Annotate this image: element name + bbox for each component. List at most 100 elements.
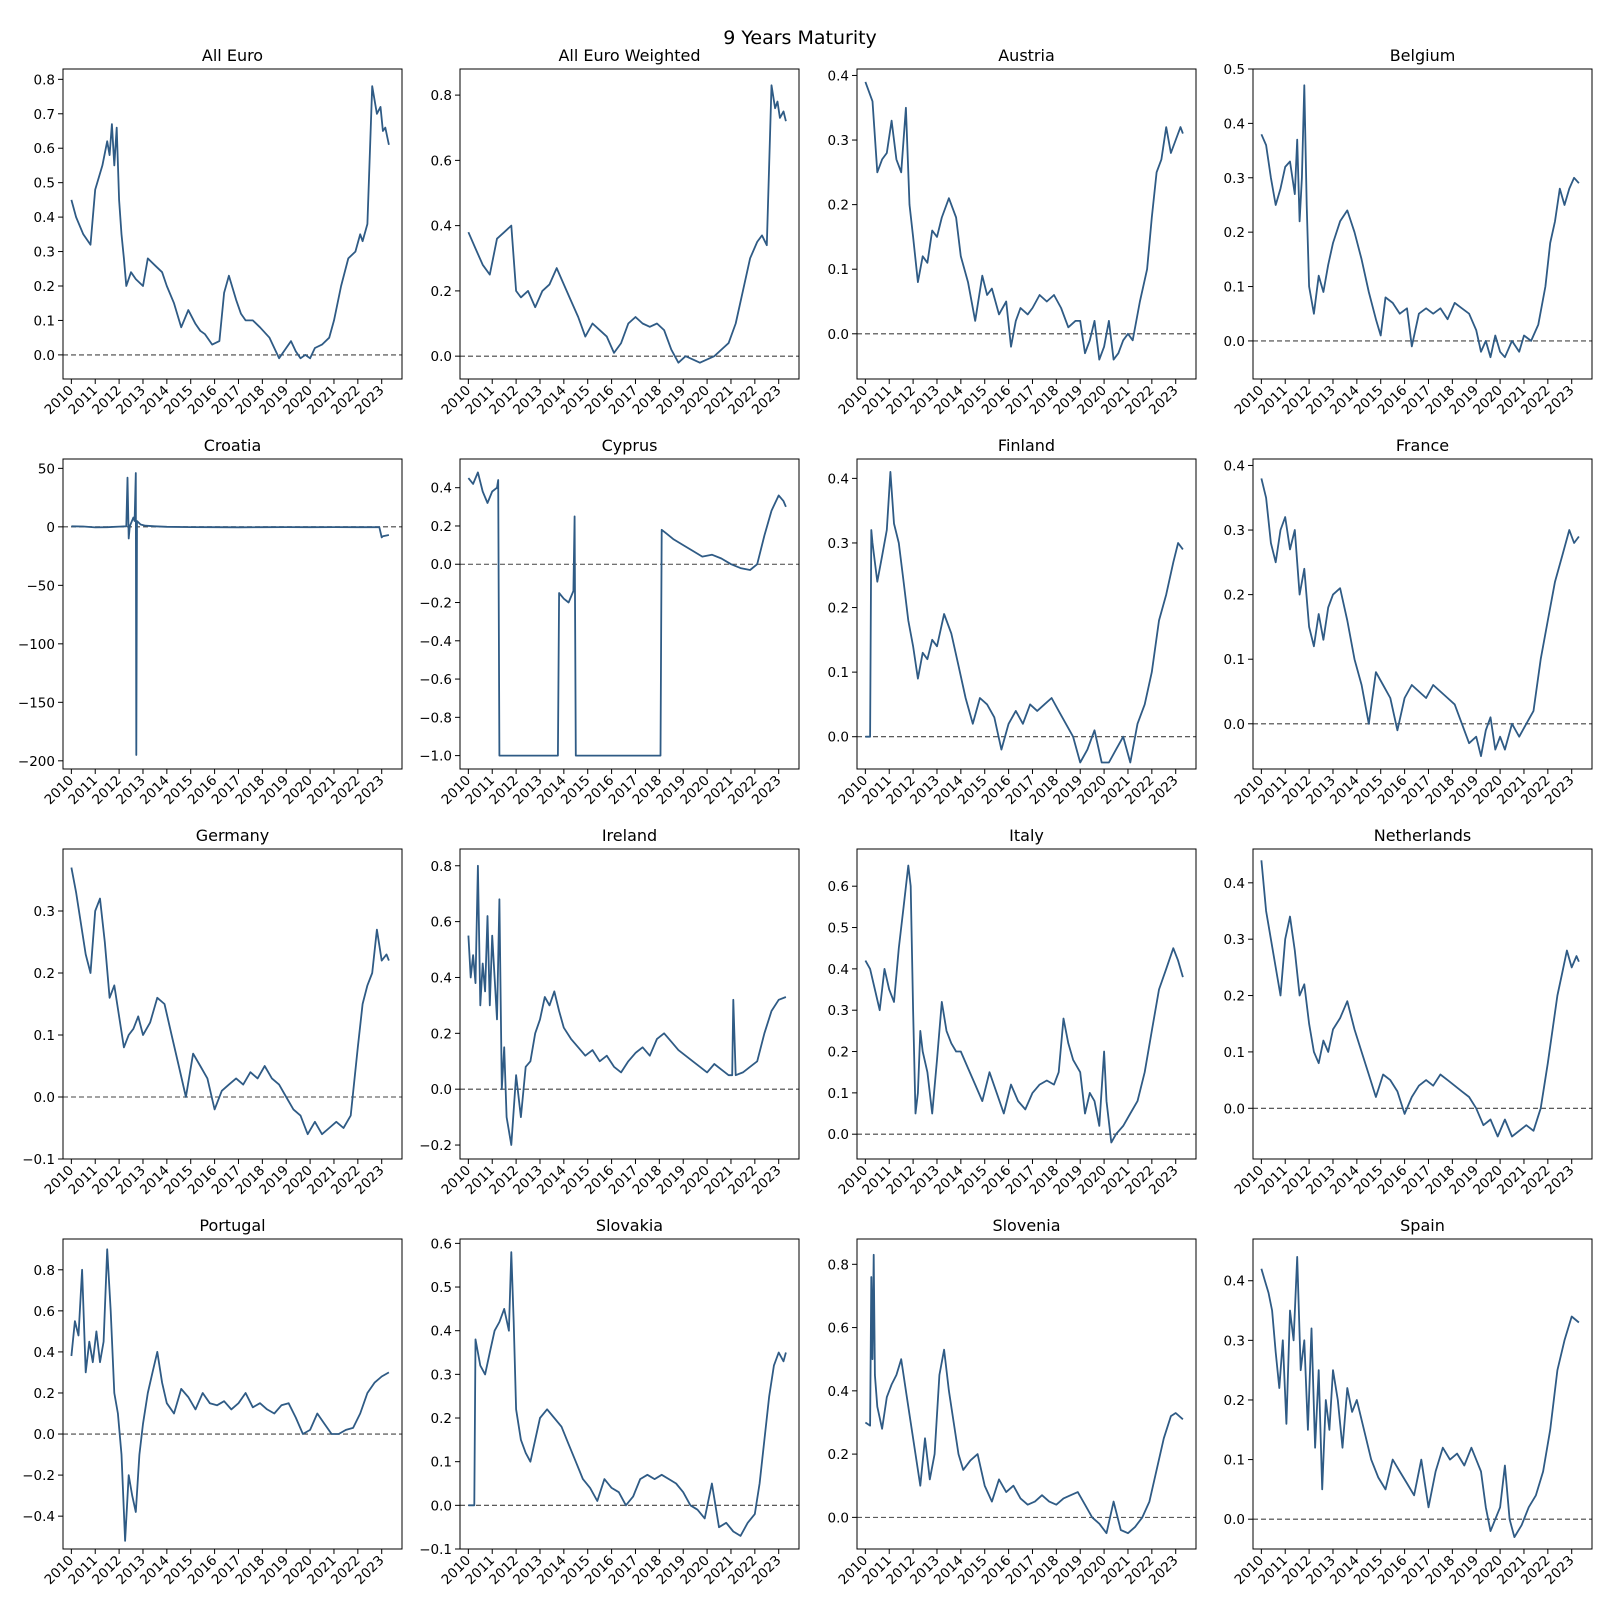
chart-title: Slovenia: [992, 1216, 1060, 1235]
y-tick-label: 0.2: [34, 1386, 55, 1402]
y-tick-label: 0.4: [431, 481, 452, 497]
chart-title: Austria: [998, 46, 1055, 65]
y-tick-label: 0.6: [431, 153, 452, 169]
plot-frame: [1252, 1238, 1593, 1550]
y-tick-label: 0.1: [34, 1028, 55, 1044]
plot-frame: [62, 1238, 403, 1550]
series-line: [1260, 860, 1580, 1138]
chart-austria: Austria0.00.10.20.30.4201020112012201320…: [828, 46, 1197, 418]
y-tick-label: 0.2: [34, 279, 55, 295]
y-tick-label: 0.0: [828, 1127, 849, 1143]
series-line: [71, 472, 390, 756]
chart-title: Cyprus: [602, 436, 658, 455]
chart-title: France: [1396, 436, 1449, 455]
y-tick-label: 0.1: [828, 665, 849, 681]
chart-germany: Germany−0.10.00.10.20.320102011201220132…: [22, 826, 403, 1198]
y-tick-label: 0.2: [431, 1411, 452, 1427]
y-tick-label: 0.0: [34, 1427, 55, 1443]
y-tick-label: 0.6: [431, 1236, 452, 1252]
y-tick-label: 0.5: [828, 921, 849, 937]
y-tick-label: −0.6: [419, 672, 452, 688]
chart-title: Spain: [1400, 1216, 1445, 1235]
series-line: [467, 864, 787, 1146]
y-tick-label: 0.0: [828, 327, 849, 343]
y-tick-label: 0.2: [1224, 989, 1245, 1005]
y-tick-label: 0.4: [1224, 458, 1245, 474]
y-tick-label: 0.3: [1224, 932, 1245, 948]
y-tick-label: −150: [18, 695, 55, 711]
y-tick-label: −0.2: [419, 596, 452, 612]
y-tick-label: 0.5: [431, 1280, 452, 1296]
y-tick-label: 0.3: [431, 1367, 452, 1383]
y-tick-label: 0.3: [828, 1003, 849, 1019]
y-tick-label: −0.1: [22, 1152, 55, 1168]
y-tick-label: −100: [18, 637, 55, 653]
y-tick-label: −0.2: [419, 1138, 452, 1154]
y-tick-label: 0.6: [34, 141, 55, 157]
y-tick-label: 0.6: [431, 915, 452, 931]
series-line: [70, 1248, 390, 1542]
chart-france: France0.00.10.20.30.42010201120122013201…: [1224, 436, 1593, 808]
y-tick-label: −50: [27, 578, 56, 594]
series-line: [864, 81, 1184, 361]
y-tick-label: −0.1: [419, 1542, 452, 1558]
y-tick-label: 0.3: [1224, 1333, 1245, 1349]
y-tick-label: 0.2: [1224, 588, 1245, 604]
y-tick-label: 0.2: [828, 1045, 849, 1061]
series-line: [865, 470, 1184, 764]
y-tick-label: 0.2: [34, 966, 55, 982]
y-tick-label: 0.3: [828, 133, 849, 149]
y-tick-label: 0.3: [828, 536, 849, 552]
y-tick-label: 0.2: [828, 601, 849, 617]
y-tick-label: 0.6: [34, 1304, 55, 1320]
chart-title: All Euro Weighted: [558, 46, 700, 65]
y-tick-label: 0.2: [1224, 225, 1245, 241]
y-tick-label: 0.1: [34, 313, 55, 329]
chart-all-euro: All Euro0.00.10.20.30.40.50.60.70.820102…: [34, 46, 403, 418]
y-tick-label: 0.6: [828, 1321, 849, 1337]
y-tick-label: 0: [46, 520, 55, 536]
chart-title: Germany: [196, 826, 270, 845]
y-tick-label: 0.4: [1224, 876, 1245, 892]
chart-title: Italy: [1009, 826, 1044, 845]
y-tick-label: 0.2: [828, 1447, 849, 1463]
y-tick-label: 0.3: [1224, 171, 1245, 187]
chart-title: Ireland: [602, 826, 657, 845]
plot-frame: [62, 458, 403, 770]
y-tick-label: 0.8: [34, 72, 55, 88]
y-tick-label: 0.4: [1224, 116, 1245, 132]
y-tick-label: 0.5: [1224, 62, 1245, 78]
y-tick-label: 0.0: [34, 348, 55, 364]
y-tick-label: 0.2: [431, 1026, 452, 1042]
y-tick-label: 0.4: [431, 970, 452, 986]
y-tick-label: 0.0: [828, 730, 849, 746]
y-tick-label: 0.2: [431, 284, 452, 300]
y-tick-label: 0.0: [431, 557, 452, 573]
y-tick-label: −0.4: [419, 634, 452, 650]
chart-netherlands: Netherlands0.00.10.20.30.420102011201220…: [1224, 826, 1593, 1198]
chart-portugal: Portugal−0.4−0.20.00.20.40.60.8201020112…: [22, 1216, 403, 1588]
chart-slovenia: Slovenia0.00.20.40.60.820102011201220132…: [828, 1216, 1197, 1588]
series-line: [70, 867, 390, 1136]
series-line: [1260, 84, 1580, 359]
chart-title: Belgium: [1390, 46, 1456, 65]
y-tick-label: 0.4: [34, 210, 55, 226]
plot-frame: [856, 848, 1197, 1160]
chart-ireland: Ireland−0.20.00.20.40.60.820102011201220…: [419, 826, 800, 1198]
chart-slovakia: Slovakia−0.10.00.10.20.30.40.50.62010201…: [419, 1216, 800, 1588]
series-line: [70, 85, 390, 360]
plot-frame: [62, 848, 403, 1160]
series-line: [1260, 478, 1580, 757]
chart-italy: Italy0.00.10.20.30.40.50.620102011201220…: [828, 826, 1197, 1198]
plot-frame: [856, 68, 1197, 380]
series-line: [864, 1253, 1184, 1535]
chart-croatia: Croatia−200−150−100−50050201020112012201…: [18, 436, 403, 808]
series-line: [864, 864, 1184, 1144]
y-tick-label: 0.3: [34, 245, 55, 261]
y-tick-label: 0.4: [828, 471, 849, 487]
plot-frame: [62, 68, 403, 380]
y-tick-label: 0.4: [828, 68, 849, 84]
plot-frame: [856, 458, 1197, 770]
y-tick-label: 0.3: [34, 904, 55, 920]
